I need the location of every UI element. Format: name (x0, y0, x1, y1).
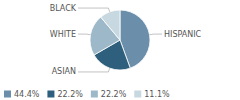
leader-line (78, 8, 110, 12)
leader-line (150, 34, 162, 36)
legend: 44.4% 22.2% 22.2% 11.1% (4, 90, 170, 99)
pie-slice (101, 10, 120, 40)
legend-swatch (47, 91, 54, 98)
legend-label: 11.1% (144, 90, 170, 99)
legend-swatch (4, 91, 11, 98)
legend-label: 22.2% (57, 90, 83, 99)
slice-label: ASIAN (52, 67, 76, 76)
slice-label: HISPANIC (164, 30, 202, 39)
chart: HISPANIC ASIAN WHITE BLACK 44.4% 22.2% 22.2% 11… (0, 0, 240, 100)
legend-swatch (134, 91, 141, 98)
legend-swatch (91, 91, 98, 98)
slices (90, 10, 150, 70)
legend-label: 22.2% (101, 90, 127, 99)
legend-label: 44.4% (14, 90, 40, 99)
leader-line (78, 68, 110, 72)
leader-line (78, 34, 90, 36)
slice-labels: HISPANIC ASIAN WHITE BLACK (50, 4, 202, 77)
slice-label: BLACK (50, 4, 77, 13)
slice-label: WHITE (50, 30, 76, 39)
